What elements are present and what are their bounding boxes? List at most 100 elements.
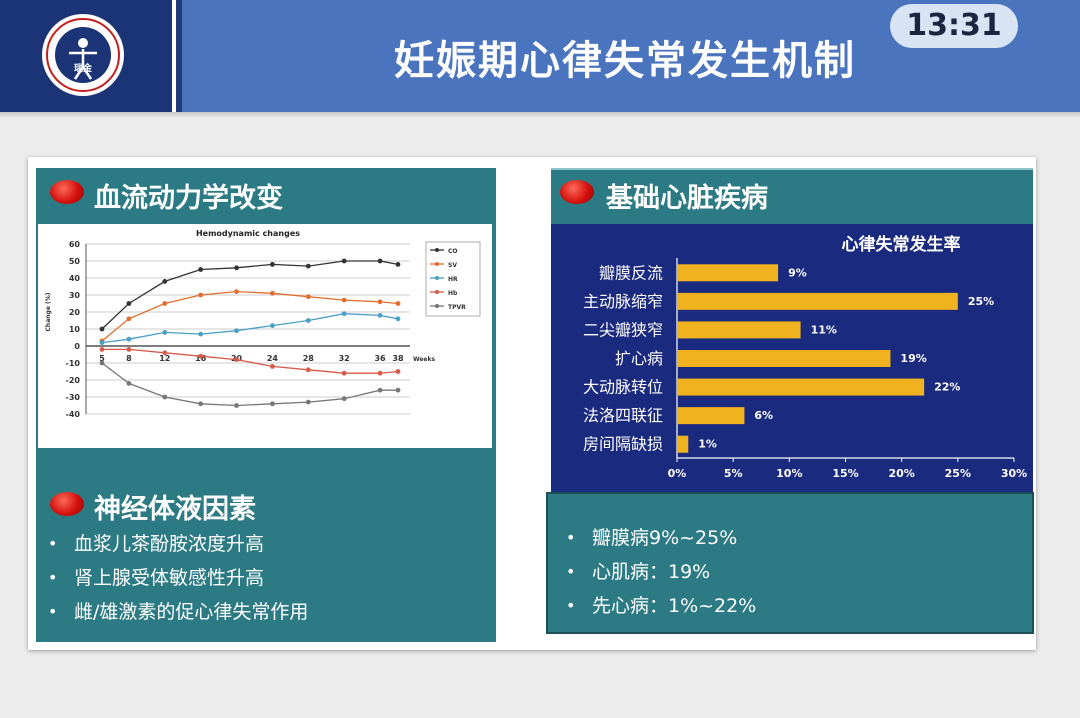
legend-label: HR — [448, 276, 458, 283]
legend-label: Hb — [448, 290, 458, 297]
data-point — [377, 387, 383, 393]
x-tick-label: 12 — [159, 354, 170, 363]
bullet-dot-icon — [50, 180, 84, 204]
list-item: 肾上腺受体敏感性升高 — [44, 561, 308, 595]
data-point — [305, 367, 311, 373]
bar — [677, 378, 925, 396]
data-point — [395, 316, 401, 322]
disease-summary-list: 瓣膜病9%~25% 心肌病：19% 先心病：1%~22% — [562, 521, 756, 623]
bullet-dot-icon — [560, 180, 594, 204]
category-label: 二尖瓣狭窄 — [583, 320, 663, 339]
x-tick-label: 0% — [668, 467, 687, 480]
data-point — [395, 262, 401, 267]
bar — [677, 350, 891, 367]
y-tick-label: 20 — [69, 308, 81, 317]
y-tick-label: -20 — [66, 376, 81, 385]
bar-value-label: 9% — [788, 266, 807, 279]
legend-marker — [435, 304, 439, 308]
series-line-tpvr — [101, 362, 398, 407]
data-point — [162, 279, 168, 284]
x-tick-label: 30% — [1001, 467, 1027, 480]
y-axis-label: Change (%) — [45, 292, 52, 331]
data-point — [270, 323, 275, 328]
svg-text:瑞金: 瑞金 — [74, 62, 93, 74]
data-point — [198, 331, 204, 337]
data-point — [234, 265, 239, 271]
list-item: 瓣膜病9%~25% — [562, 521, 756, 555]
x-tick-label: 25% — [945, 467, 971, 480]
data-point — [234, 403, 239, 408]
data-point — [341, 311, 347, 317]
data-point — [126, 301, 132, 306]
category-label: 法洛四联征 — [583, 406, 663, 425]
legend-box — [425, 241, 481, 317]
y-tick-label: 10 — [69, 325, 81, 334]
data-point — [377, 299, 383, 305]
data-point — [341, 396, 347, 402]
x-tick-label: 10% — [776, 467, 802, 480]
bar-value-label: 1% — [698, 438, 717, 451]
x-axis-label: Weeks — [413, 356, 436, 363]
bullet-dot-icon — [50, 492, 84, 516]
data-point — [99, 347, 105, 352]
page-title: 妊娠期心律失常发生机制 — [394, 38, 856, 84]
legend-marker — [435, 248, 439, 252]
series-line-hr — [101, 313, 399, 344]
x-tick-label: 8 — [126, 354, 132, 363]
hemodynamic-line-chart: Hemodynamic changes 60 50 40 30 20 10 0 -10 -20 -3… — [45, 229, 481, 419]
data-point — [126, 336, 132, 342]
data-point — [341, 258, 347, 264]
bar — [677, 321, 801, 339]
section-title-hemodynamics: 血流动力学改变 — [94, 183, 283, 214]
data-point — [234, 328, 239, 334]
list-item: 雌/雄激素的促心律失常作用 — [44, 595, 308, 629]
y-tick-label: 0 — [74, 342, 80, 351]
list-item: 血浆儿茶酚胺浓度升高 — [44, 527, 308, 561]
time-badge: 13:31 — [890, 4, 1018, 48]
list-item: 先心病：1%~22% — [562, 589, 756, 623]
data-point — [198, 267, 204, 272]
data-point — [198, 353, 204, 359]
category-label: 大动脉转位 — [583, 378, 663, 397]
university-logo: 瑞金 — [42, 14, 124, 96]
bar — [677, 292, 958, 310]
data-point — [99, 340, 105, 345]
data-point — [305, 399, 311, 405]
y-tick-label: 60 — [69, 240, 81, 249]
x-tick-label: 5 — [99, 354, 105, 363]
hemodynamic-chart-container: Hemodynamic changes 60 50 40 30 20 10 0 -10 -20 -3… — [38, 224, 492, 448]
bar-value-label: 22% — [934, 381, 960, 394]
x-tick-label: 38 — [392, 354, 404, 363]
category-label: 扩心病 — [615, 349, 663, 368]
x-tick-label: 15% — [832, 467, 858, 480]
data-point — [270, 364, 275, 369]
category-label: 主动脉缩窄 — [583, 292, 663, 311]
data-point — [270, 401, 275, 407]
series-line-hb — [102, 348, 399, 374]
x-tick-label: 28 — [303, 354, 315, 363]
arrhythmia-chart-container: 心律失常发生率 0% 5% 10% 15% 20% 25% 30% 瓣膜反流 9% 主动脉缩窄 25%… — [551, 224, 1033, 492]
data-point — [162, 301, 168, 306]
header-divider — [0, 112, 1080, 118]
legend-label: SV — [448, 262, 457, 269]
legend-marker — [435, 262, 439, 266]
data-point — [395, 301, 401, 306]
data-point — [305, 318, 311, 323]
data-point — [270, 290, 275, 296]
x-tick-label: 36 — [374, 354, 386, 363]
bar-chart-title: 心律失常发生率 — [842, 234, 961, 255]
x-tick-label: 5% — [724, 467, 743, 480]
data-point — [234, 357, 239, 362]
data-point — [341, 370, 347, 376]
category-label: 房间隔缺损 — [583, 435, 663, 454]
data-point — [99, 326, 105, 332]
series-line-sv — [101, 290, 399, 342]
data-point — [395, 387, 401, 393]
section-title-heart-disease: 基础心脏疾病 — [606, 183, 768, 214]
y-tick-label: 30 — [69, 291, 81, 300]
series-line-co — [101, 260, 399, 330]
list-item: 心肌病：19% — [562, 555, 756, 589]
data-point — [198, 401, 204, 407]
data-point — [198, 292, 204, 298]
data-point — [162, 394, 168, 400]
